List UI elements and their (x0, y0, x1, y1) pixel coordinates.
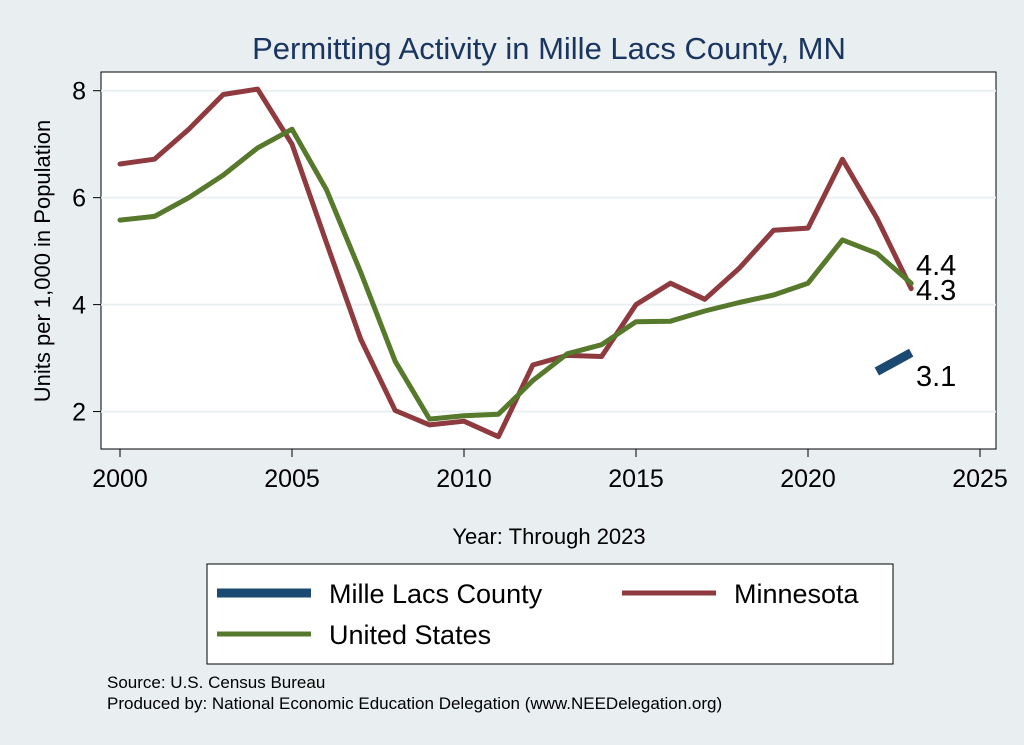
x-tick-label: 2005 (264, 465, 320, 493)
x-tick-label: 2025 (952, 465, 1008, 493)
legend (206, 563, 894, 665)
series-lines (117, 86, 914, 440)
end-label-united-states: 4.4 (916, 250, 956, 282)
end-labels: 3.1 4.34.4 (916, 250, 956, 393)
y-tick-label: 4 (72, 292, 86, 320)
x-axis-title: Year: Through 2023 (452, 524, 645, 549)
y-tick-label: 6 (72, 185, 86, 213)
plot-area (100, 71, 997, 450)
legend-label: Mille Lacs County (329, 579, 543, 609)
legend-entries: Mille Lacs County Minnesota United States (217, 579, 860, 650)
x-tick-label: 2015 (608, 465, 664, 493)
end-label-mille-lacs-county: 3.1 (916, 361, 956, 393)
legend-label: Minnesota (734, 579, 860, 609)
axes: 2 4 6 8 2000 2005 2010 2015 2020 2025 (72, 78, 1008, 493)
source-note: Source: U.S. Census Bureau (107, 673, 325, 692)
y-tick-label: 2 (72, 399, 86, 427)
x-tick-label: 2000 (92, 465, 148, 493)
x-tick-label: 2010 (436, 465, 492, 493)
chart-title: Permitting Activity in Mille Lacs County… (252, 31, 846, 66)
producer-note: Produced by: National Economic Education… (107, 694, 722, 713)
x-tick-label: 2020 (780, 465, 836, 493)
series-line-mille-lacs-county (874, 348, 914, 376)
y-tick-label: 8 (72, 78, 86, 106)
legend-label: United States (329, 620, 491, 650)
end-label-minnesota: 4.3 (916, 275, 956, 307)
series-line-united-states (117, 126, 914, 422)
y-axis-title: Units per 1,000 in Population (30, 120, 55, 403)
